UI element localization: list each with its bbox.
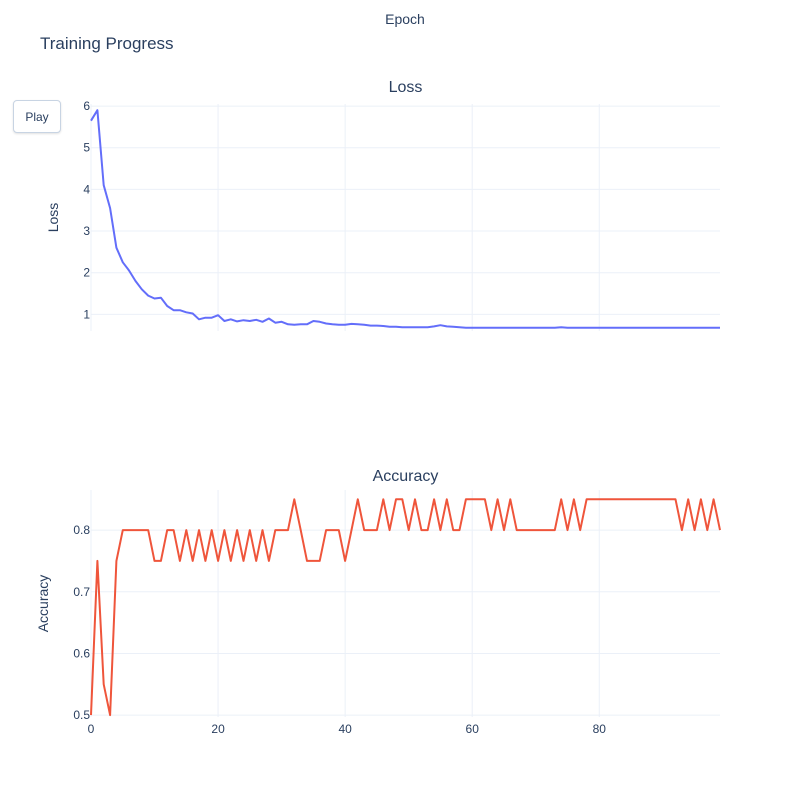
accuracy-subplot-title: Accuracy	[373, 468, 439, 485]
accuracy-ytick-label: 0.6	[73, 646, 90, 660]
accuracy-ytick-label: 0.8	[73, 523, 90, 537]
accuracy-xtick-label: 60	[466, 722, 480, 736]
accuracy-xtick-label: 40	[338, 722, 352, 736]
accuracy-xtick-label: 80	[593, 722, 607, 736]
slider-label-epoch: Epoch	[385, 11, 425, 27]
accuracy-ytick-label: 0.7	[73, 585, 90, 599]
loss-series-line	[90, 109, 720, 329]
loss-ytick-label: 5	[83, 141, 90, 155]
accuracy-xtick-label: 0	[88, 722, 95, 736]
accuracy-ytick-label: 0.5	[73, 708, 90, 722]
loss-ytick-label: 4	[83, 182, 90, 196]
accuracy-series-line	[90, 498, 721, 717]
loss-subplot-title: Loss	[389, 79, 423, 96]
loss-ytick-label: 3	[83, 224, 90, 238]
accuracy-y-axis-title: Accuracy	[35, 575, 51, 633]
accuracy-subplot: 0.5 0.6 0.7 0.8 Accuracy Accuracy 0 20 40 60 80	[35, 468, 721, 736]
loss-y-axis-title: Loss	[45, 203, 61, 233]
accuracy-xtick-label: 20	[211, 722, 225, 736]
loss-subplot: 1 2 3 4 5 6 Loss Loss	[45, 79, 720, 331]
play-button[interactable]: Play	[13, 100, 61, 133]
page-title: Training Progress	[40, 34, 174, 53]
loss-ytick-label: 6	[83, 99, 90, 113]
loss-ytick-label: 2	[83, 266, 90, 280]
loss-ytick-label: 1	[83, 307, 90, 321]
